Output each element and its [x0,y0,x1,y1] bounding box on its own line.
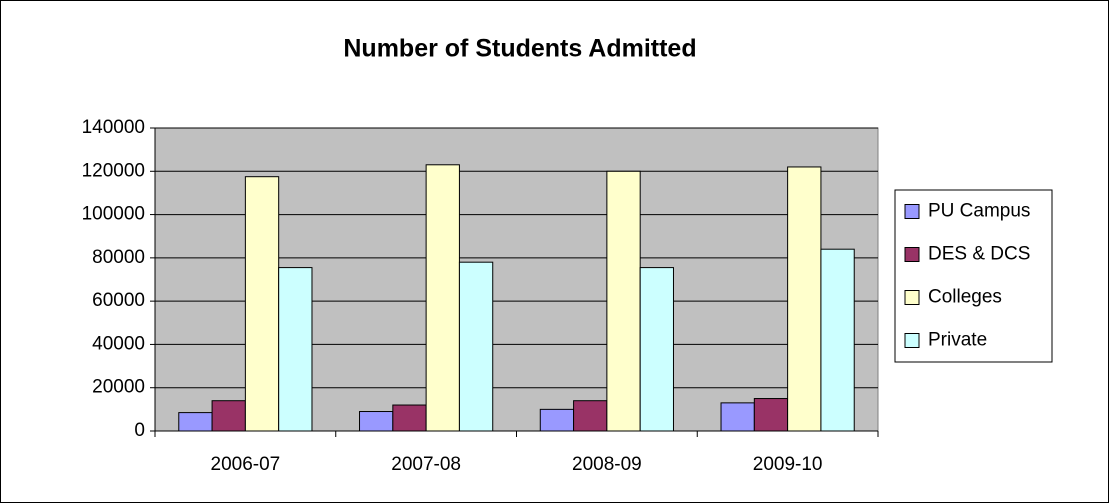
x-tick-label: 2006-07 [211,454,281,475]
y-tick-label: 60000 [92,290,145,311]
x-tick-label: 2007-08 [391,454,461,475]
bar [787,166,822,432]
y-tick-label: 20000 [92,377,145,398]
chart-title: Number of Students Admitted [343,35,696,63]
bar [753,398,789,432]
y-tick-label: 100000 [82,204,145,225]
legend-label: Private [928,330,987,351]
bar [178,412,213,432]
bar [539,408,575,432]
bar [392,404,427,432]
y-tick-label: 120000 [82,160,145,181]
bar [606,170,641,432]
bar [820,248,855,432]
legend-label: PU Campus [928,201,1030,222]
legend-box [894,189,1053,363]
legend-swatch [904,290,920,305]
y-tick-label: 0 [134,420,145,441]
bar [244,176,280,432]
y-tick-label: 40000 [92,333,145,354]
bar [720,402,755,432]
bar [573,400,608,432]
x-tick-label: 2008-09 [572,454,642,475]
bar [359,411,394,432]
x-tick-label: 2009-10 [753,454,823,475]
bar [425,164,460,432]
bar [211,400,246,432]
bar [458,261,494,432]
bar [278,267,313,432]
legend-label: DES & DCS [928,244,1030,265]
legend-label: Colleges [928,287,1002,308]
y-tick-label: 140000 [82,117,145,138]
bar [639,267,674,432]
legend-swatch [904,204,920,219]
legend-swatch [904,333,920,348]
y-tick-label: 80000 [92,247,145,268]
legend-swatch [904,247,920,262]
